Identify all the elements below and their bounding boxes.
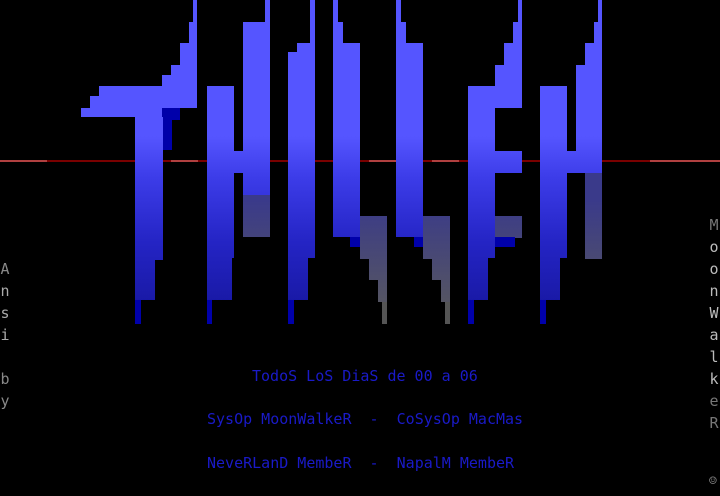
logo-block: [396, 52, 423, 237]
logo-block: [288, 300, 294, 324]
logo-block: [265, 0, 270, 22]
logo-block: [567, 151, 577, 173]
logo-block: [207, 300, 212, 324]
logo-block: [495, 151, 522, 173]
logo-block: [405, 43, 423, 53]
logo-block: [224, 108, 234, 258]
vertical-char: s: [0, 304, 10, 322]
rule-segment: [432, 160, 459, 162]
logo-block: [495, 237, 515, 247]
logo-block: [310, 0, 315, 52]
logo-block: [350, 237, 360, 247]
logo-block: [513, 22, 522, 43]
vertical-char: y: [0, 392, 10, 410]
logo-block: [99, 86, 163, 117]
vertical-char: o: [709, 260, 719, 278]
logo-block: [243, 22, 270, 65]
logo-block: [171, 65, 181, 108]
logo-block: [162, 75, 172, 108]
logo-block: [396, 22, 406, 52]
vertical-char: a: [709, 326, 719, 344]
vertical-char: A: [0, 260, 10, 278]
vertical-char: R: [709, 414, 719, 432]
logo-block: [504, 43, 522, 65]
logo-block: [445, 302, 450, 324]
logo-block: [468, 258, 488, 300]
logo-block: [360, 216, 387, 259]
logo-block: [90, 96, 100, 117]
logo-block: [297, 43, 315, 53]
logo-block: [441, 259, 450, 302]
smiley-icon: ☺: [709, 474, 717, 489]
vertical-char: M: [709, 216, 719, 234]
vertical-char: e: [709, 392, 719, 410]
vertical-char: o: [709, 238, 719, 256]
rule-segment: [171, 160, 198, 162]
logo-block: [288, 52, 315, 258]
logo-block: [234, 151, 244, 173]
vertical-char: i: [0, 326, 10, 344]
logo-block: [585, 173, 602, 259]
vertical-char: b: [0, 370, 10, 388]
vertical-char: l: [709, 348, 719, 366]
logo-block: [414, 237, 424, 247]
vertical-char: [0, 346, 10, 368]
logo-block: [423, 216, 450, 259]
sysop-text: SysOp MoonWalkeR - CoSysOp MacMas: [207, 410, 524, 428]
rule-segment: [650, 160, 720, 162]
members-text: NeveRLanD MembeR - NapalM MembeR: [207, 454, 515, 472]
logo-block: [518, 0, 522, 22]
logo-block: [540, 86, 567, 258]
logo-block: [243, 195, 270, 237]
logo-block: [162, 120, 172, 150]
vertical-char: n: [0, 282, 10, 300]
vertical-char: W: [709, 304, 719, 322]
ansi-logo: [0, 0, 720, 324]
logo-block: [342, 43, 360, 53]
logo-block: [189, 22, 197, 108]
vertical-char: n: [709, 282, 719, 300]
logo-block: [495, 65, 522, 108]
logo-block: [135, 117, 163, 260]
logo-block: [193, 0, 197, 22]
logo-block: [598, 0, 602, 22]
logo-block: [495, 216, 522, 238]
logo-block: [585, 43, 602, 65]
logo-block: [288, 258, 308, 300]
logo-block: [468, 300, 474, 324]
logo-block: [378, 259, 387, 302]
logo-block: [333, 52, 360, 237]
logo-block: [81, 108, 91, 117]
logo-block: [468, 86, 495, 258]
logo-block: [382, 302, 387, 324]
logo-block: [540, 258, 560, 300]
logo-block: [180, 43, 190, 108]
logo-block: [540, 300, 546, 324]
rule-segment: [369, 160, 398, 162]
schedule-text: TodoS LoS DiaS de 00 a 06: [252, 367, 478, 385]
logo-block: [594, 22, 602, 43]
logo-block: [135, 300, 141, 324]
vertical-char: k: [709, 370, 719, 388]
logo-block: [135, 260, 155, 300]
rule-segment: [0, 160, 47, 162]
logo-block: [576, 65, 602, 173]
logo-block: [333, 22, 343, 52]
logo-block: [162, 108, 180, 120]
